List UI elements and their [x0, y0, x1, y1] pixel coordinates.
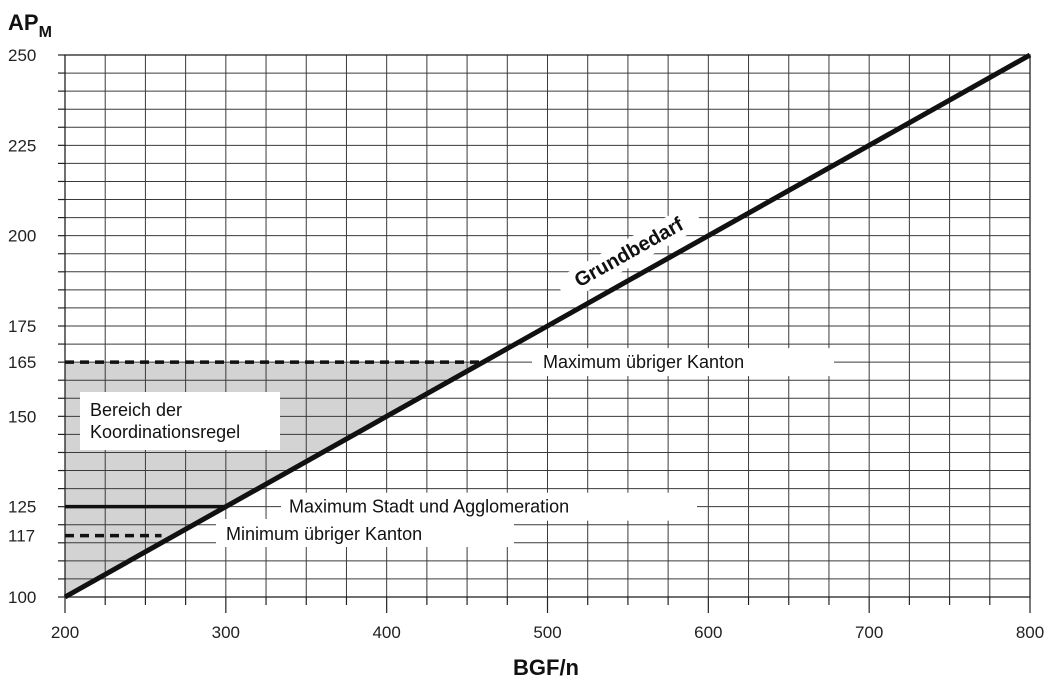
x-tick-label: 400: [372, 623, 400, 642]
y-tick-label: 200: [8, 227, 36, 246]
x-tick-label: 500: [533, 623, 561, 642]
series-layer: [63, 52, 1032, 600]
reference-label-bg: [281, 492, 697, 521]
y-tick-label: 100: [8, 588, 36, 607]
reference-label-minimum-uebriger-kanton: Minimum übriger Kanton: [226, 524, 422, 544]
y-tick-label: 150: [8, 407, 36, 426]
reference-lines-layer: [65, 360, 484, 538]
y-axis-title: APM: [8, 10, 52, 41]
reference-label-bg: [216, 519, 514, 547]
reference-label-maximum-stadt: Maximum Stadt und Agglomeration: [289, 497, 569, 517]
series-label-bg: [554, 203, 704, 303]
series-line-grundbedarf: [63, 52, 1032, 600]
y-axis-title-subscript: M: [39, 24, 52, 41]
y-tick-label: 117: [8, 527, 35, 546]
region-label-bg: [80, 392, 280, 450]
y-tick-label: 225: [8, 136, 36, 155]
y-axis-title-main: AP: [8, 10, 39, 35]
x-tick-label: 600: [694, 623, 722, 642]
reference-label-bg: [532, 348, 834, 377]
region-label-line: Koordinationsregel: [90, 422, 240, 442]
y-tick-label: 165: [8, 353, 36, 372]
region-label-line: Bereich der: [90, 400, 182, 420]
x-tick-label: 800: [1016, 623, 1044, 642]
x-axis-title: BGF/n: [513, 655, 579, 680]
y-tick-label: 125: [8, 498, 36, 517]
reference-label-maximum-uebriger-kanton: Maximum übriger Kanton: [543, 352, 744, 372]
x-tick-label: 200: [51, 623, 79, 642]
y-tick-label: 250: [8, 46, 36, 65]
tick-labels-layer: 200 300 400 500 600 700 800 100 117 125 150 165 175 2…: [8, 46, 1044, 642]
x-tick-label: 300: [212, 623, 240, 642]
x-tick-label: 700: [855, 623, 883, 642]
y-tick-label: 175: [8, 317, 36, 336]
annotation-layer: Maximum übriger Kanton Maximum Stadt und …: [80, 203, 834, 547]
